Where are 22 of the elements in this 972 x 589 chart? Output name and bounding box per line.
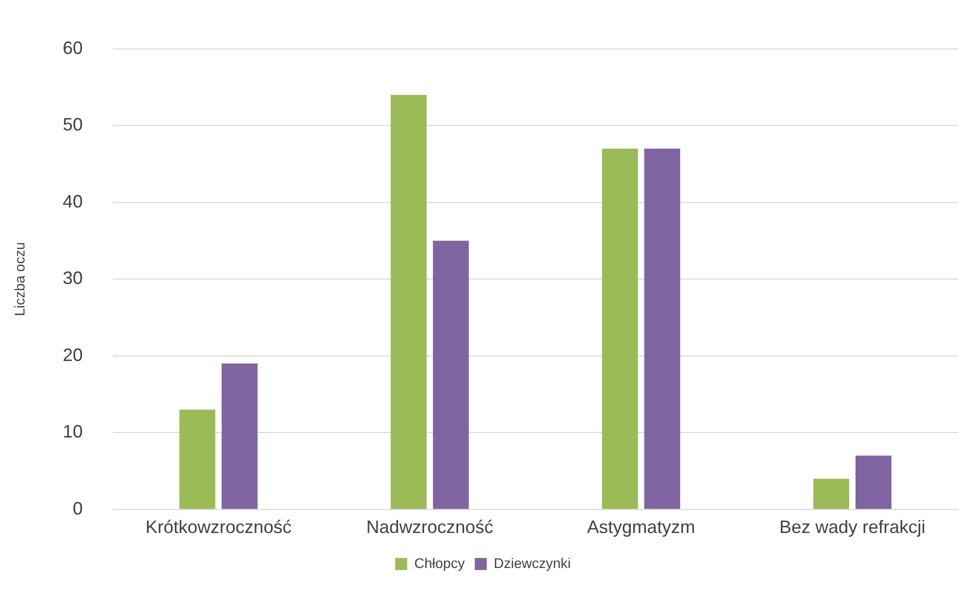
x-tick-label: Bez wady refrakcji — [779, 517, 926, 538]
bar — [179, 410, 216, 509]
y-tick-label: 10 — [62, 422, 83, 442]
bar — [390, 94, 427, 509]
bar — [602, 148, 638, 509]
y-tick-label: 30 — [62, 268, 83, 288]
x-tick-label: Nadwzroczność — [366, 517, 494, 538]
bar — [432, 240, 469, 509]
legend-label: Dziewczynki — [494, 554, 571, 571]
y-tick-label: 0 — [72, 498, 83, 518]
y-tick-label: 40 — [62, 191, 83, 212]
y-axis-title: Liczba oczu — [11, 242, 28, 316]
x-tick-label: Krótkowzroczność — [145, 517, 292, 538]
y-tick-label: 60 — [62, 38, 83, 58]
bar — [222, 364, 258, 509]
legend-label: Chłopcy — [414, 554, 465, 571]
bar — [644, 148, 680, 509]
x-tick-label: Astygmatyzm — [587, 517, 696, 538]
y-tick-label: 20 — [62, 344, 83, 365]
bar — [856, 456, 892, 509]
bar — [813, 478, 850, 509]
y-tick-label: 50 — [62, 114, 83, 135]
